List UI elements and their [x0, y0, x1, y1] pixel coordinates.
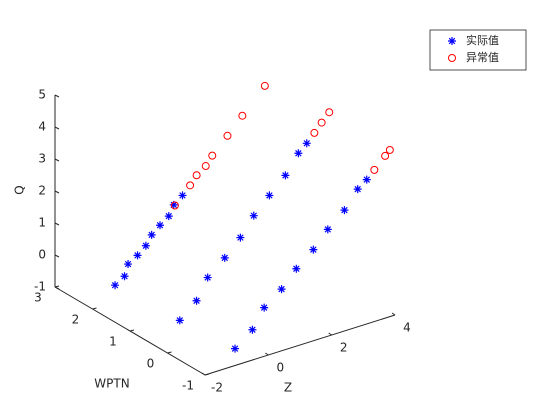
point: [265, 191, 274, 200]
point: [248, 325, 257, 334]
point: [208, 151, 217, 160]
z-tick-label: -1: [34, 280, 46, 294]
y-tick: [92, 307, 97, 310]
point: [302, 139, 311, 148]
point: [220, 253, 229, 262]
x-tick-label: 2: [340, 341, 348, 355]
z-tick: [54, 286, 60, 290]
y-tick-label: 2: [72, 313, 80, 327]
point: [175, 316, 184, 325]
point: [362, 175, 371, 184]
x-tick: [328, 332, 332, 336]
y-axis-label: WPTN: [94, 377, 129, 391]
point: [260, 303, 269, 312]
x-tick: [265, 352, 269, 356]
z-tick-label: 4: [38, 120, 46, 134]
point: [277, 285, 286, 294]
z-axis-label: Q: [13, 185, 27, 194]
x-tick-label: 4: [403, 321, 411, 335]
z-tick: [54, 190, 60, 194]
point: [147, 230, 156, 239]
point: [281, 171, 290, 180]
point: [111, 281, 120, 290]
z-tick-label: 0: [38, 248, 46, 262]
legend-marker: [448, 54, 456, 62]
point: [120, 272, 129, 281]
legend-marker: [448, 37, 456, 45]
point: [164, 212, 173, 221]
point: [370, 165, 379, 174]
y-tick: [204, 373, 210, 376]
point: [249, 211, 258, 220]
x-axis-label: Z: [284, 381, 292, 395]
y-tick: [167, 351, 172, 354]
point: [294, 149, 303, 158]
x-tick: [391, 312, 396, 316]
z-tick: [54, 254, 60, 258]
z-tick: [54, 94, 60, 98]
y-tick: [129, 329, 135, 332]
z-tick-label: 2: [38, 184, 46, 198]
point: [186, 181, 195, 190]
point: [238, 111, 247, 120]
point: [353, 185, 362, 194]
point: [156, 221, 165, 230]
z-tick-label: 3: [38, 152, 46, 166]
point: [310, 128, 319, 137]
z-tick: [54, 158, 60, 162]
z-tick-label: 1: [38, 216, 46, 230]
point: [260, 81, 269, 90]
point: [201, 162, 210, 171]
x-tick-label: -2: [211, 381, 223, 395]
point: [340, 206, 349, 215]
y-tick-label: 0: [147, 357, 155, 371]
point: [178, 191, 187, 200]
point: [317, 118, 326, 127]
point: [323, 225, 332, 234]
point: [385, 145, 394, 154]
z-tick: [54, 222, 60, 226]
point: [203, 273, 212, 282]
point: [292, 264, 301, 273]
point: [192, 171, 201, 180]
x-axis: [204, 314, 396, 376]
point: [325, 108, 334, 117]
y-tick-label: 1: [109, 335, 117, 349]
point: [231, 344, 240, 353]
point: [141, 241, 150, 250]
point: [381, 151, 390, 160]
x-tick-label: 0: [277, 361, 285, 375]
y-tick-label: 3: [34, 291, 42, 305]
point: [236, 233, 245, 242]
point: [192, 296, 201, 305]
point: [309, 245, 318, 254]
legend-label: 实际值: [466, 33, 499, 47]
point: [133, 251, 142, 260]
point: [223, 131, 232, 140]
z-tick-label: 5: [38, 88, 46, 102]
point: [169, 200, 178, 209]
y-tick-label: -1: [182, 379, 194, 393]
legend-box: [429, 29, 527, 71]
legend-label: 异常值: [466, 51, 499, 64]
z-tick: [54, 126, 60, 130]
point: [124, 260, 133, 269]
point: [170, 201, 179, 210]
x-tick: [201, 372, 206, 376]
